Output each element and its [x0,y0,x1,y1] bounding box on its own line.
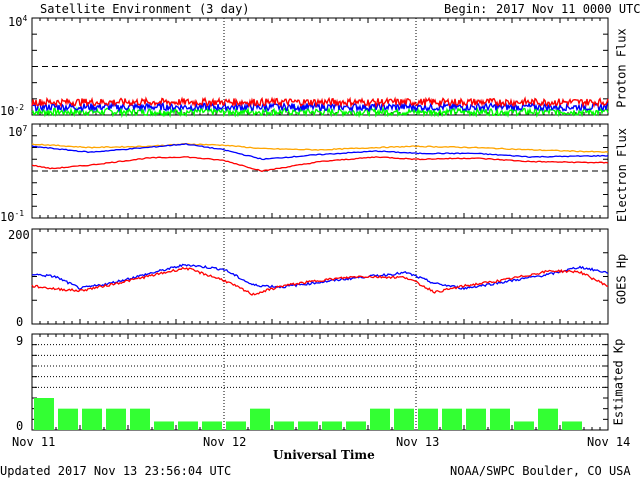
proton-ytick-bottom: 10-2 [0,103,25,118]
goes-hp-label: GOES Hp [614,253,629,305]
kp-bar [490,408,510,430]
begin-label: Begin: [444,2,488,16]
kp-bar [82,408,102,430]
goes-ytick-bottom: 0 [16,315,24,329]
kp-bar [394,408,414,430]
xtick-nov14: Nov 14 [587,435,631,449]
proton-flux-label: Proton Flux [614,28,629,108]
kp-bar [370,408,390,430]
proton-series-blue [31,100,609,114]
page-title: Satellite Environment (3 day) [40,2,250,16]
electron-ytick-bottom: 10-1 [0,209,25,224]
kp-bar [466,408,486,430]
estimated-kp-label: Estimated Kp [611,338,626,426]
xtick-nov12: Nov 12 [203,435,247,449]
goes-series-blue [31,263,609,291]
kp-bar [298,421,318,430]
kp-bar [178,421,198,430]
electron-ytick-top: 107 [8,124,28,139]
kp-bar [250,408,270,430]
xtick-nov11: Nov 11 [12,435,56,449]
panel-frame-1 [31,123,609,219]
electron-series-orange [31,143,609,153]
kp-bar [514,421,534,430]
begin-value: 2017 Nov 11 0000 UTC [496,2,640,16]
electron-series-blue [31,142,609,161]
proton-series-red [31,96,609,109]
xtick-nov13: Nov 13 [396,435,440,449]
proton-ytick-top: 104 [8,14,28,29]
kp-bar [226,421,246,430]
kp-ytick-top: 9 [16,334,24,348]
kp-bar [346,421,366,430]
kp-ytick-bottom: 0 [16,419,24,433]
kp-bar [58,408,78,430]
panel-frame-2 [31,228,609,325]
kp-bar [130,408,150,430]
kp-bar [106,408,126,430]
kp-bar [322,421,342,430]
goes-series-red [31,266,609,296]
kp-bar [538,408,558,430]
updated-timestamp: Updated 2017 Nov 13 23:56:04 UTC [0,464,232,478]
kp-bar [562,421,582,430]
kp-bar [34,398,54,430]
electron-series-red [31,156,609,173]
credit-text: NOAA/SWPC Boulder, CO USA [450,464,631,478]
kp-bar [202,421,222,430]
kp-bar [442,408,462,430]
kp-bar [274,421,294,430]
goes-ytick-top: 200 [8,228,30,242]
electron-flux-label: Electron Flux [614,128,629,222]
kp-bar [154,421,174,430]
kp-bar [418,408,438,430]
x-axis-label: Universal Time [273,448,375,462]
